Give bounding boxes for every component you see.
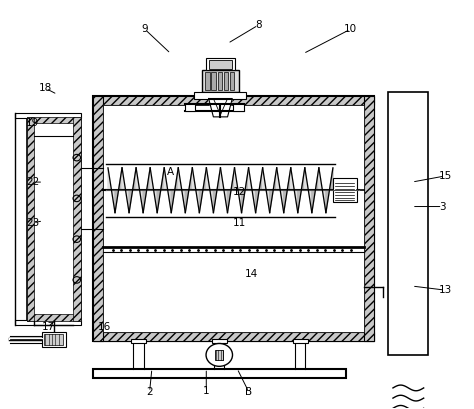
- Text: 18: 18: [39, 83, 52, 93]
- Bar: [388, 92, 428, 355]
- Text: 14: 14: [245, 269, 258, 279]
- Bar: [230, 72, 234, 90]
- Text: 22: 22: [26, 177, 39, 187]
- Polygon shape: [192, 168, 200, 213]
- Text: 13: 13: [438, 285, 452, 295]
- Bar: [364, 97, 374, 341]
- Polygon shape: [284, 168, 291, 213]
- Text: 9: 9: [142, 24, 148, 34]
- Polygon shape: [242, 168, 248, 213]
- Bar: [27, 117, 34, 321]
- Text: 8: 8: [255, 20, 262, 30]
- Text: 3: 3: [439, 202, 446, 211]
- Bar: [209, 60, 232, 69]
- Bar: [224, 72, 228, 90]
- Polygon shape: [157, 168, 164, 213]
- Bar: [206, 58, 235, 70]
- Text: 12: 12: [233, 187, 246, 197]
- Bar: [93, 97, 103, 341]
- Text: 23: 23: [26, 218, 39, 228]
- Bar: [185, 104, 195, 111]
- Polygon shape: [248, 168, 255, 213]
- Bar: [93, 97, 374, 106]
- Polygon shape: [298, 168, 305, 213]
- Bar: [42, 332, 66, 347]
- Polygon shape: [220, 168, 228, 213]
- Text: 1: 1: [203, 386, 210, 396]
- Polygon shape: [185, 168, 192, 213]
- Bar: [212, 339, 227, 343]
- Bar: [73, 117, 81, 321]
- Bar: [27, 117, 81, 321]
- Bar: [93, 369, 346, 378]
- Polygon shape: [164, 168, 171, 213]
- Polygon shape: [255, 168, 263, 213]
- Text: A: A: [167, 167, 174, 177]
- Polygon shape: [136, 168, 143, 213]
- Polygon shape: [305, 168, 312, 213]
- Polygon shape: [277, 168, 284, 213]
- Text: 16: 16: [98, 322, 111, 332]
- Text: B: B: [245, 387, 252, 397]
- Polygon shape: [319, 168, 326, 213]
- Text: 10: 10: [344, 24, 357, 34]
- Bar: [215, 105, 226, 109]
- Polygon shape: [200, 168, 206, 213]
- Polygon shape: [213, 168, 220, 213]
- Polygon shape: [312, 168, 319, 213]
- Bar: [15, 113, 81, 118]
- Bar: [292, 339, 308, 343]
- Polygon shape: [150, 168, 157, 213]
- Text: 2: 2: [146, 387, 153, 397]
- Polygon shape: [326, 168, 333, 213]
- Bar: [93, 97, 374, 341]
- Bar: [27, 314, 81, 321]
- Bar: [233, 104, 244, 111]
- Polygon shape: [143, 168, 150, 213]
- Polygon shape: [270, 168, 277, 213]
- Bar: [103, 106, 364, 332]
- Polygon shape: [122, 168, 129, 213]
- Bar: [93, 332, 374, 341]
- Bar: [15, 319, 81, 325]
- Polygon shape: [228, 168, 235, 213]
- Bar: [218, 72, 222, 90]
- Bar: [194, 92, 246, 99]
- Polygon shape: [171, 168, 178, 213]
- Bar: [27, 117, 81, 124]
- Text: 11: 11: [233, 218, 246, 228]
- Bar: [211, 72, 216, 90]
- Polygon shape: [263, 168, 270, 213]
- Text: 19: 19: [26, 118, 39, 128]
- Polygon shape: [178, 168, 185, 213]
- Bar: [45, 334, 64, 345]
- Bar: [201, 70, 239, 92]
- Bar: [333, 178, 356, 202]
- Polygon shape: [206, 168, 213, 213]
- Bar: [216, 350, 223, 360]
- Polygon shape: [209, 99, 232, 117]
- Polygon shape: [291, 168, 298, 213]
- Polygon shape: [108, 168, 115, 213]
- Bar: [205, 72, 210, 90]
- Polygon shape: [115, 168, 122, 213]
- Circle shape: [206, 344, 233, 366]
- Text: 15: 15: [438, 171, 452, 181]
- Polygon shape: [129, 168, 136, 213]
- Text: 17: 17: [41, 322, 55, 332]
- Bar: [131, 339, 146, 343]
- Polygon shape: [235, 168, 242, 213]
